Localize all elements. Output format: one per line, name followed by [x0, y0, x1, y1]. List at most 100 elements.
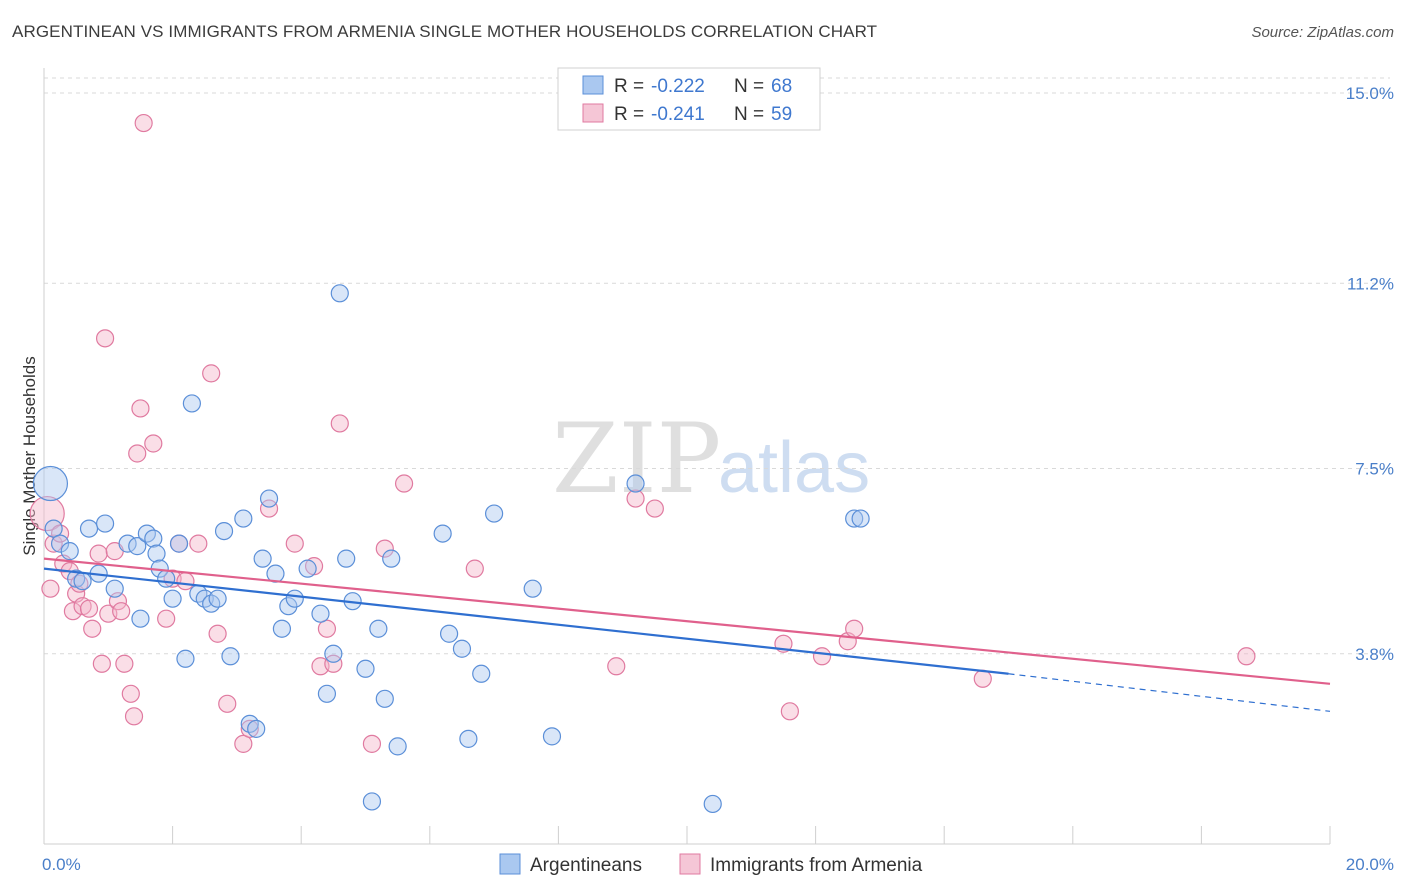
y-tick-label: 3.8%	[1355, 645, 1394, 664]
argentinean-point	[452, 639, 472, 658]
argentinean-point	[50, 534, 70, 553]
argentinean-point	[298, 559, 317, 578]
argentinean-point	[439, 624, 459, 643]
armenia-point	[330, 414, 349, 433]
bottom-legend-swatch-pink	[679, 853, 701, 875]
series-legend: Argentineans Immigrants from Armenia	[499, 853, 923, 876]
armenia-point	[89, 544, 108, 563]
armenia-point	[259, 499, 279, 518]
armenia-point	[973, 669, 992, 688]
argentinean-point	[79, 519, 99, 538]
argentinean-point	[472, 664, 491, 683]
bottom-legend-swatch-blue	[499, 853, 521, 875]
y-tick-labels: 3.8% 7.5% 11.2% 15.0%	[1346, 84, 1394, 664]
legend-r-label: R =	[614, 104, 644, 125]
argentinean-point	[703, 794, 722, 814]
armenia-trend-line	[43, 557, 1331, 685]
argentinean-point	[845, 509, 864, 528]
legend-r-label: R =	[614, 76, 644, 97]
armenia-point	[394, 474, 414, 493]
armenia-point	[375, 539, 394, 558]
argentinean-point	[73, 572, 92, 591]
argentinean-point	[221, 647, 240, 666]
argentinean-point	[523, 579, 542, 598]
armenia-point	[317, 619, 337, 638]
armenia-point	[189, 534, 208, 553]
correlation-legend: R = -0.222 N = 68 R = -0.241 N = 59	[557, 67, 821, 131]
argentinean-point	[356, 659, 375, 678]
armenia-point	[115, 654, 134, 673]
argentinean-point	[330, 284, 349, 303]
argentinean-point	[182, 394, 201, 413]
armenia-point	[465, 559, 484, 578]
armenia-point	[780, 702, 799, 721]
argentinean-point	[626, 474, 645, 493]
armenia-point	[324, 654, 343, 673]
armenia-point	[44, 534, 63, 553]
argentinean-point	[44, 519, 63, 538]
argentinean-trend-line	[43, 567, 1009, 675]
armenia-point	[218, 694, 237, 713]
argentinean-point	[362, 792, 382, 811]
argentinean-point	[105, 579, 124, 598]
argentinean-point	[128, 537, 147, 556]
legend-r-value: -0.222	[651, 76, 705, 97]
armenia-point	[124, 707, 144, 726]
argentinean-point	[375, 689, 394, 708]
argentinean-point	[324, 644, 343, 663]
y-tick-label: 15.0%	[1346, 84, 1394, 103]
argentinean-point	[176, 649, 195, 668]
bottom-legend-label-armenia: Immigrants from Armenia	[710, 855, 923, 876]
armenia-point	[144, 434, 163, 453]
argentinean-point	[388, 737, 407, 756]
argentinean-point	[433, 524, 452, 543]
armenia-point	[157, 609, 176, 628]
armenia-point	[92, 654, 111, 673]
armenia-point	[112, 602, 131, 621]
armenia-point	[121, 684, 140, 703]
armenia-point	[362, 734, 382, 753]
legend-n-value: 59	[771, 104, 792, 125]
argentinean-point	[369, 619, 388, 638]
argentinean-point	[144, 529, 163, 548]
x-tick-label-min: 0.0%	[42, 855, 81, 874]
armenia-point	[202, 364, 221, 383]
argentinean-point	[485, 504, 504, 523]
argentinean-point	[259, 489, 279, 508]
watermark-atlas: atlas	[718, 428, 870, 508]
argentinean-point	[272, 619, 292, 638]
argentinean-point	[247, 719, 266, 738]
armenia-point	[83, 619, 102, 638]
legend-n-label: N =	[734, 76, 764, 97]
legend-n-label: N =	[734, 104, 764, 125]
legend-swatch-pink	[582, 103, 604, 123]
watermark-zip: ZIP	[552, 403, 721, 515]
y-tick-label: 7.5%	[1355, 460, 1394, 479]
argentinean-point	[95, 514, 115, 533]
argentinean-point	[214, 521, 234, 541]
armenia-point	[812, 647, 832, 666]
armenia-point	[1237, 647, 1256, 666]
armenia-point	[128, 444, 147, 463]
x-tick-label-max: 20.0%	[1346, 855, 1394, 874]
argentinean-point	[253, 549, 272, 568]
armenia-point	[240, 719, 259, 738]
argentinean-point	[279, 597, 298, 616]
argentinean-point	[32, 465, 69, 502]
series-argentineans	[32, 284, 870, 814]
argentinean-point	[60, 542, 79, 561]
argentinean-point	[169, 534, 189, 553]
argentinean-point	[131, 609, 150, 628]
legend-r-value: -0.241	[651, 104, 705, 125]
armenia-point	[29, 495, 65, 532]
armenia-point	[645, 499, 664, 518]
bottom-legend-label-argentineans: Argentineans	[530, 855, 642, 876]
argentinean-point	[459, 729, 478, 748]
argentinean-point	[157, 569, 176, 588]
armenia-point	[845, 619, 864, 638]
armenia-point	[285, 534, 304, 553]
legend-n-value: 68	[771, 76, 792, 97]
armenia-point	[95, 329, 115, 348]
argentinean-point	[382, 549, 401, 568]
